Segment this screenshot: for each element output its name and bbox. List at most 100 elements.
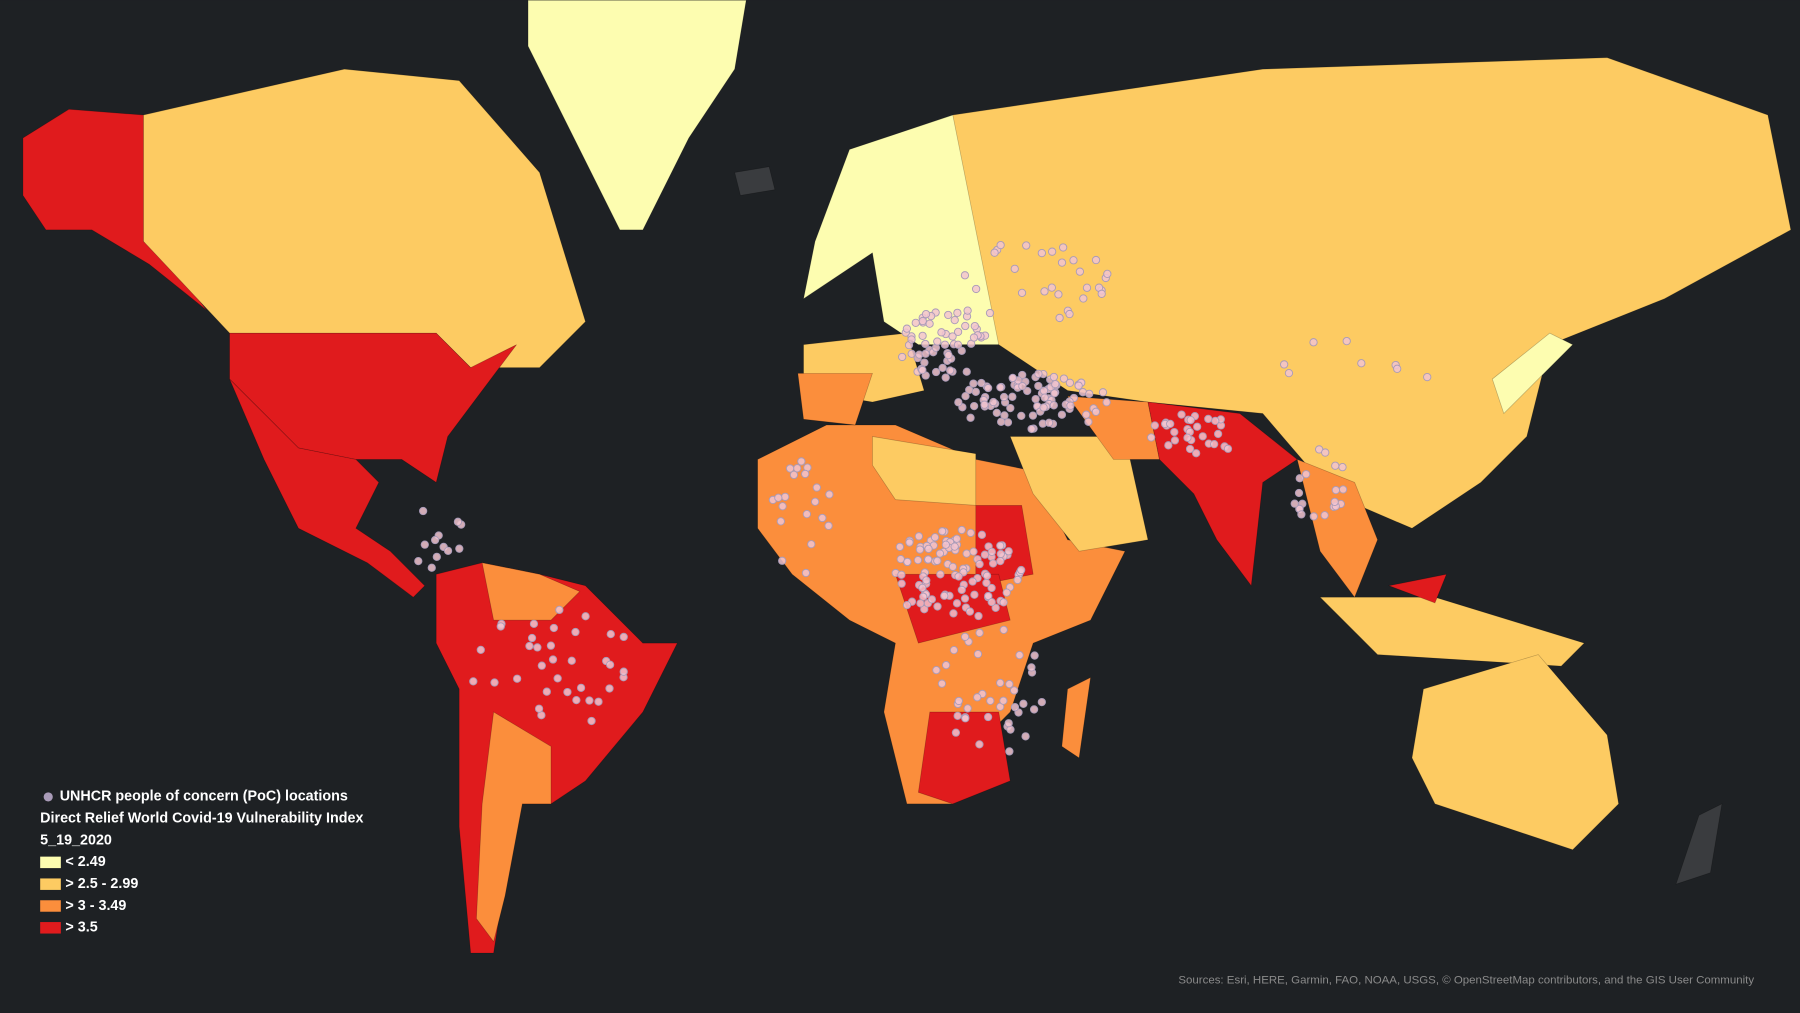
poc-location (952, 599, 962, 608)
poc-location (941, 660, 951, 670)
poc-location (961, 321, 970, 331)
poc-location (807, 540, 816, 549)
poc-location (970, 401, 979, 411)
poc-location (916, 599, 925, 608)
poc-location (977, 378, 986, 388)
poc-location (1342, 336, 1351, 346)
poc-location (966, 528, 975, 538)
poc-location (1211, 416, 1220, 425)
poc-location (915, 545, 925, 554)
poc-location (938, 527, 947, 536)
poc-location (969, 379, 978, 388)
poc-location (977, 530, 987, 539)
australia (1411, 654, 1619, 851)
poc-location (1423, 372, 1432, 382)
poc-location (1003, 418, 1013, 427)
poc-location (1280, 360, 1289, 369)
poc-location (988, 559, 998, 568)
poc-location (1047, 283, 1056, 292)
legend-point-symbol (43, 792, 53, 802)
northern-south-america (481, 562, 581, 621)
poc-location (936, 570, 945, 579)
poc-location (950, 542, 959, 551)
poc-location (476, 645, 485, 655)
poc-location (1102, 398, 1111, 407)
poc-location (469, 677, 478, 686)
poc-location (525, 641, 534, 651)
poc-location (960, 271, 970, 280)
poc-location (938, 363, 947, 373)
poc-location (781, 492, 790, 501)
iceland (734, 166, 776, 196)
countries (22, 0, 1792, 954)
poc-location (1204, 414, 1213, 424)
southern-cone (476, 711, 552, 943)
poc-location (1075, 267, 1085, 276)
poc-location (567, 656, 576, 665)
poc-location (990, 248, 999, 257)
poc-location (957, 585, 966, 595)
poc-location (1006, 403, 1015, 413)
poc-location (1192, 449, 1201, 458)
poc-location (537, 661, 546, 670)
poc-location (619, 667, 628, 676)
poc-location (970, 590, 979, 599)
poc-location (427, 563, 436, 572)
poc-location (954, 398, 963, 407)
poc-location (1091, 407, 1101, 416)
poc-location (1057, 258, 1067, 267)
poc-location (1084, 417, 1093, 426)
malaysia (1387, 573, 1447, 604)
poc-location (954, 572, 963, 581)
poc-location (1338, 485, 1348, 494)
poc-location (1021, 732, 1030, 741)
poc-location (811, 497, 820, 506)
poc-location (992, 408, 1001, 418)
russia-asia (952, 57, 1792, 529)
poc-location (793, 464, 802, 473)
poc-location (1059, 374, 1069, 383)
poc-location (1066, 401, 1075, 410)
poc-location (1017, 288, 1027, 298)
poc-location (986, 696, 995, 706)
poc-location (1028, 411, 1038, 420)
poc-location (606, 629, 615, 639)
central-america (229, 378, 426, 598)
poc-location (1103, 269, 1112, 279)
poc-location (1098, 388, 1108, 397)
poc-location (937, 679, 947, 688)
poc-location (963, 306, 972, 315)
poc-location (930, 533, 940, 542)
poc-location (1185, 444, 1195, 454)
poc-location (1166, 419, 1175, 428)
poc-location (948, 562, 958, 571)
poc-location (973, 693, 982, 702)
poc-location (1049, 372, 1059, 382)
poc-location (987, 547, 996, 556)
poc-location (1017, 565, 1026, 575)
poc-location (1079, 294, 1088, 303)
poc-location (619, 632, 628, 642)
poc-location (975, 560, 984, 569)
poc-location (996, 417, 1006, 426)
poc-location (902, 324, 912, 333)
poc-location (1186, 415, 1195, 425)
poc-location (1309, 512, 1318, 521)
legend-class-label: > 3 - 3.49 (65, 898, 126, 914)
poc-location (1223, 444, 1233, 453)
libya (872, 436, 977, 506)
legend-points-label: UNHCR people of concern (PoC) locations (60, 789, 348, 805)
poc-location (825, 490, 834, 499)
poc-location (1009, 686, 1019, 695)
poc-location (1297, 510, 1306, 519)
poc-location (969, 547, 978, 556)
poc-location (1004, 547, 1013, 556)
poc-location (555, 605, 564, 615)
poc-location (918, 331, 927, 340)
poc-location (1015, 651, 1024, 660)
poc-location (785, 464, 795, 473)
poc-location (776, 517, 785, 526)
poc-location (527, 633, 537, 643)
